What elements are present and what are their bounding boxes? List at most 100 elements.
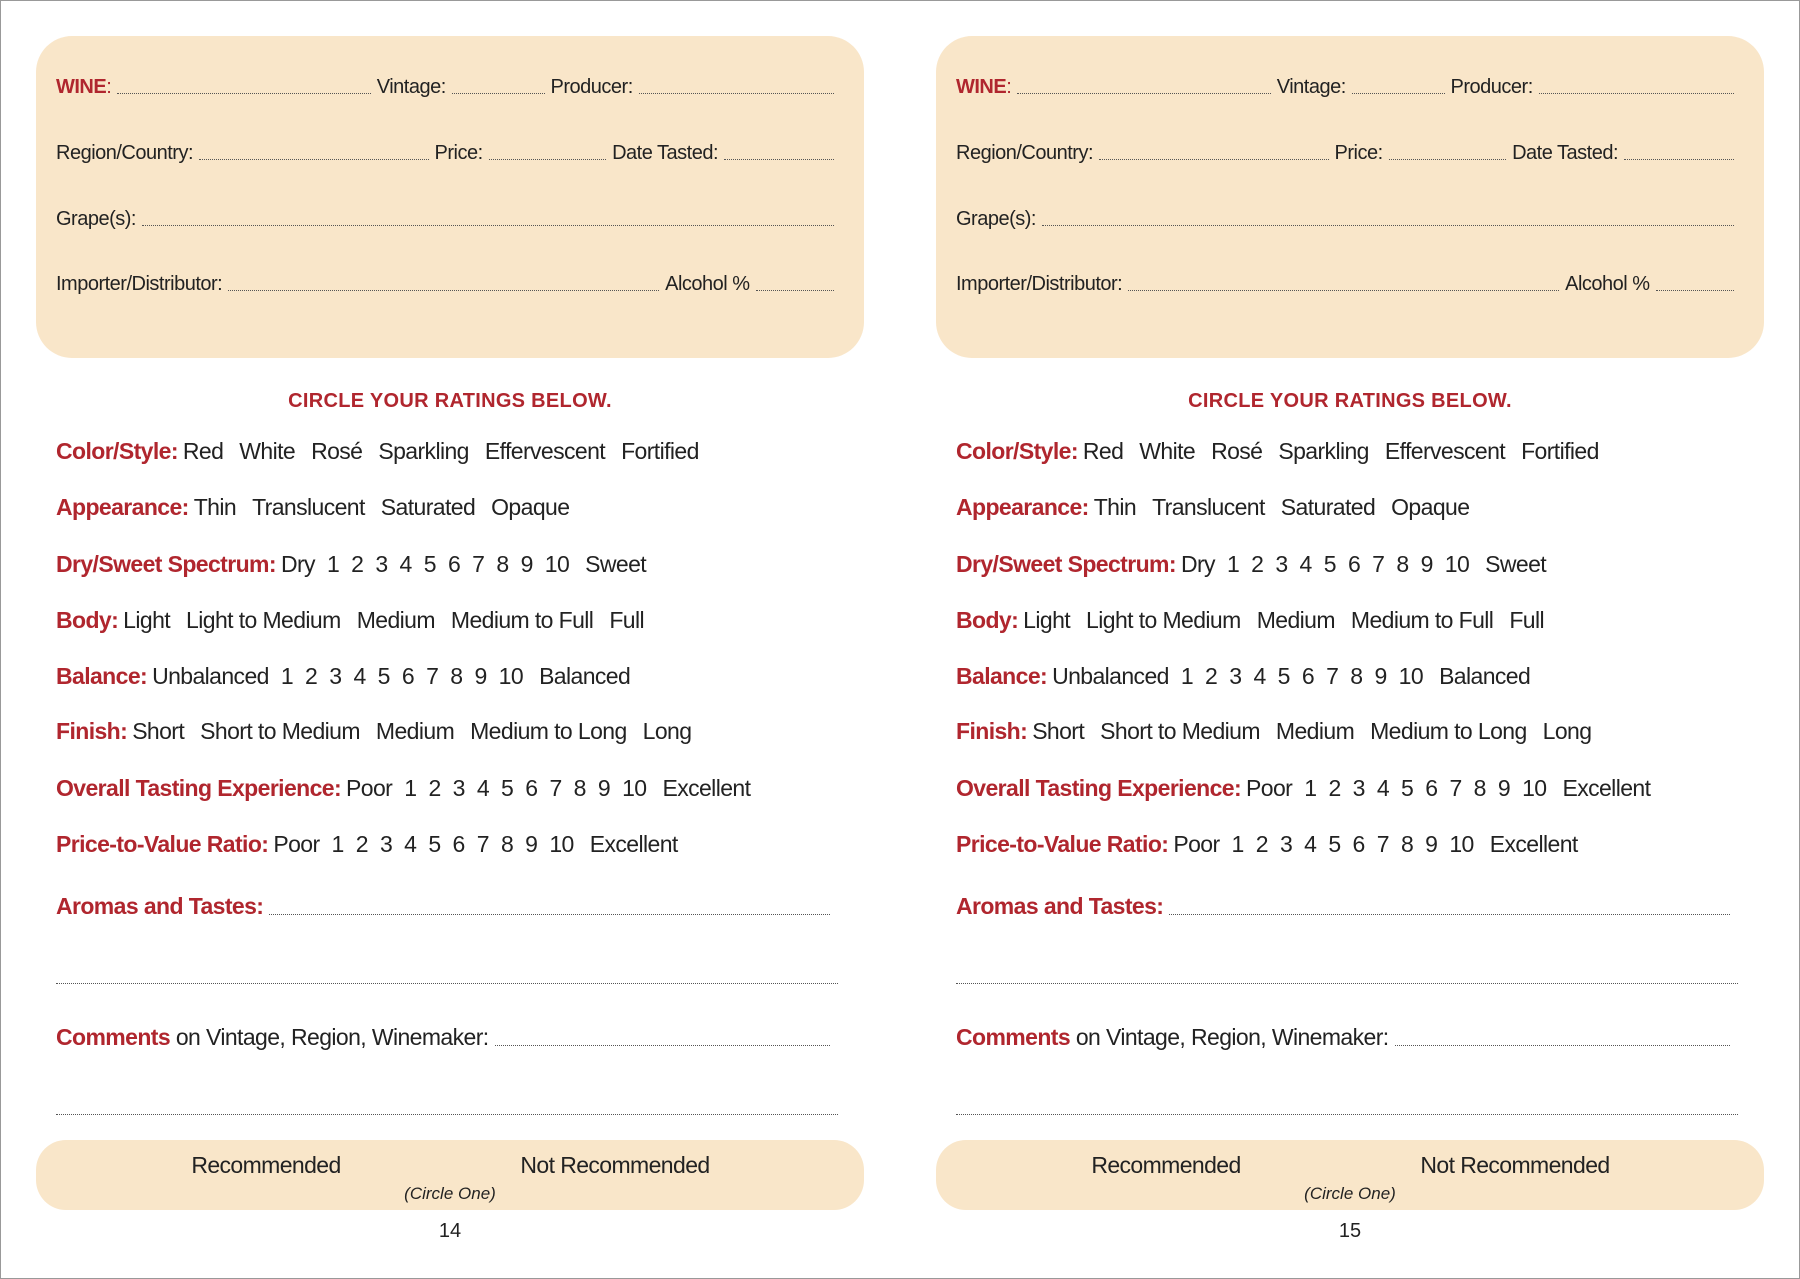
comments-field-line-2[interactable]	[56, 1114, 838, 1115]
rating-option[interactable]: 9	[525, 831, 538, 857]
rating-option[interactable]: 7	[1449, 775, 1462, 801]
price-field[interactable]	[488, 158, 607, 160]
rating-option[interactable]: 9	[1425, 831, 1438, 857]
rating-option[interactable]: 9	[474, 663, 487, 689]
rating-option[interactable]: 9	[520, 551, 534, 577]
rating-option[interactable]: 2	[1328, 775, 1341, 801]
rating-option[interactable]: 4	[1253, 663, 1266, 689]
rating-option[interactable]: 1	[280, 663, 294, 689]
grapes-field[interactable]	[1041, 224, 1734, 226]
rating-option[interactable]: 4	[476, 775, 490, 801]
rating-option[interactable]: 3	[375, 551, 388, 577]
rating-option[interactable]: 9	[1497, 775, 1511, 801]
rating-option[interactable]: Medium to Full	[1350, 607, 1494, 633]
rating-option[interactable]: 6	[1352, 831, 1366, 857]
rating-option[interactable]: Full	[1509, 607, 1544, 633]
rating-option[interactable]: 10	[544, 551, 570, 577]
rating-option[interactable]: 5	[1323, 551, 1337, 577]
rating-option[interactable]: Sparkling	[378, 438, 469, 464]
aromas-field[interactable]	[1169, 913, 1730, 915]
rating-option[interactable]: 5	[377, 663, 391, 689]
recommended-option[interactable]: Recommended	[191, 1152, 341, 1178]
rating-option[interactable]: 7	[549, 775, 562, 801]
rating-option[interactable]: Sparkling	[1278, 438, 1369, 464]
rating-option[interactable]: Medium	[1256, 607, 1336, 633]
rating-option[interactable]: 7	[1372, 551, 1385, 577]
rating-option[interactable]: 5	[501, 775, 514, 801]
rating-option[interactable]: 5	[423, 551, 437, 577]
rating-option[interactable]: 6	[452, 831, 466, 857]
rating-option[interactable]: Long	[642, 718, 692, 744]
comments-field[interactable]	[1394, 1044, 1730, 1046]
rating-option[interactable]: 10	[498, 663, 524, 689]
date-tasted-field[interactable]	[1624, 158, 1735, 160]
rating-option[interactable]: 3	[329, 663, 342, 689]
rating-option[interactable]: 4	[404, 831, 417, 857]
rating-option[interactable]: Short	[1032, 718, 1085, 744]
rating-option[interactable]: Dry	[1180, 551, 1216, 577]
rating-option[interactable]: 4	[399, 551, 413, 577]
rating-option[interactable]: Medium to Long	[1370, 718, 1527, 744]
rating-option[interactable]: 2	[1205, 663, 1218, 689]
rating-option[interactable]: Unbalanced	[152, 663, 269, 689]
rating-option[interactable]: 6	[525, 775, 538, 801]
rating-option[interactable]: 1	[331, 831, 345, 857]
rating-option[interactable]: Translucent	[1152, 494, 1265, 520]
rating-option[interactable]: Excellent	[1489, 831, 1579, 857]
rating-option[interactable]: Poor	[346, 775, 393, 801]
rating-option[interactable]: Excellent	[1562, 775, 1651, 801]
rating-option[interactable]: Light	[123, 607, 171, 633]
rating-option[interactable]: 7	[476, 831, 490, 857]
rating-option[interactable]: 5	[1401, 775, 1414, 801]
rating-option[interactable]: 2	[355, 831, 369, 857]
rating-option[interactable]: Sweet	[1485, 551, 1547, 577]
rating-option[interactable]: Effervescent	[484, 438, 606, 464]
not-recommended-option[interactable]: Not Recommended	[520, 1152, 710, 1178]
rating-option[interactable]: Effervescent	[1384, 438, 1506, 464]
rating-option[interactable]: Short to Medium	[200, 718, 360, 744]
rating-option[interactable]: 10	[1444, 551, 1470, 577]
rating-option[interactable]: Medium to Long	[470, 718, 627, 744]
rating-option[interactable]: 8	[1396, 551, 1409, 577]
rating-option[interactable]: 6	[1347, 551, 1361, 577]
rating-option[interactable]: 7	[472, 551, 485, 577]
rating-option[interactable]: 4	[1299, 551, 1313, 577]
rating-option[interactable]: Opaque	[1391, 494, 1470, 520]
rating-option[interactable]: 7	[1326, 663, 1339, 689]
rating-option[interactable]: 3	[1229, 663, 1242, 689]
rating-option[interactable]: Light to Medium	[1086, 607, 1241, 633]
rating-option[interactable]: 1	[1226, 551, 1240, 577]
rating-option[interactable]: 2	[1255, 831, 1269, 857]
importer-field[interactable]	[228, 289, 660, 291]
producer-field[interactable]	[1538, 92, 1734, 94]
rating-option[interactable]: 7	[1376, 831, 1390, 857]
rating-option[interactable]: 9	[1374, 663, 1387, 689]
wine-field[interactable]	[1017, 92, 1271, 94]
rating-option[interactable]: Light to Medium	[186, 607, 341, 633]
vintage-field[interactable]	[1351, 92, 1445, 94]
rating-option[interactable]: Rosé	[311, 438, 363, 464]
rating-option[interactable]: Rosé	[1211, 438, 1263, 464]
comments-field[interactable]	[494, 1044, 830, 1046]
rating-option[interactable]: Poor	[1246, 775, 1293, 801]
rating-option[interactable]: 8	[500, 831, 514, 857]
rating-option[interactable]: 3	[379, 831, 393, 857]
rating-option[interactable]: 2	[351, 551, 364, 577]
rating-option[interactable]: Fortified	[1521, 438, 1599, 464]
rating-option[interactable]: Poor	[1173, 831, 1220, 857]
rating-option[interactable]: Poor	[273, 831, 320, 857]
importer-field[interactable]	[1128, 289, 1560, 291]
not-recommended-option[interactable]: Not Recommended	[1420, 1152, 1610, 1178]
rating-option[interactable]: 2	[305, 663, 318, 689]
rating-option[interactable]: 7	[426, 663, 439, 689]
rating-option[interactable]: Saturated	[380, 494, 476, 520]
rating-option[interactable]: Excellent	[589, 831, 679, 857]
rating-option[interactable]: 8	[450, 663, 463, 689]
rating-option[interactable]: Balanced	[539, 663, 631, 689]
rating-option[interactable]: Medium to Full	[450, 607, 594, 633]
rating-option[interactable]: 5	[1328, 831, 1341, 857]
rating-option[interactable]: Unbalanced	[1052, 663, 1169, 689]
rating-option[interactable]: 3	[1275, 551, 1288, 577]
rating-option[interactable]: Saturated	[1280, 494, 1376, 520]
aromas-field-line-2[interactable]	[956, 983, 1738, 984]
